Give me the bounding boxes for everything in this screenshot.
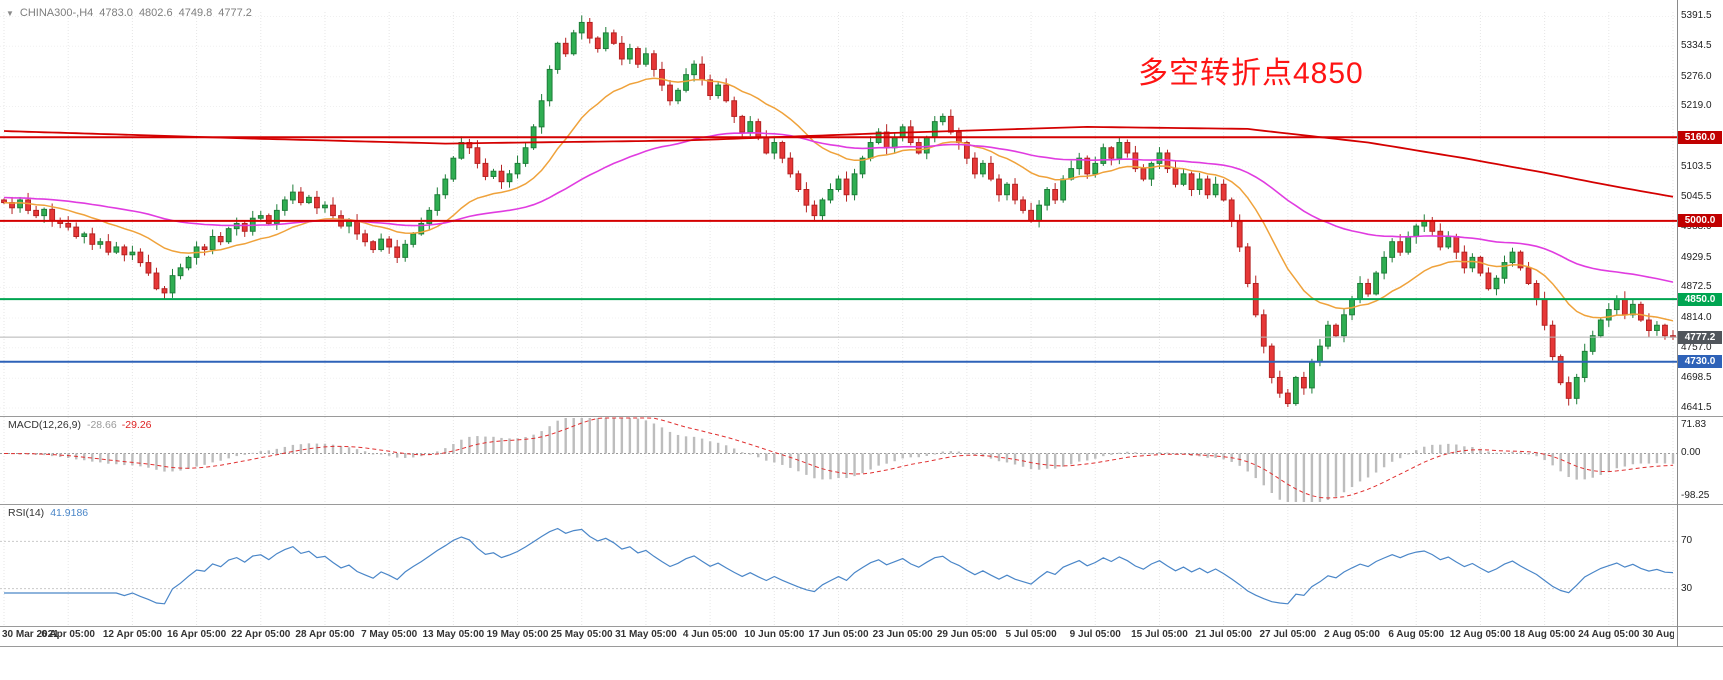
time-axis-label: 6 Aug 05:00 xyxy=(1388,629,1445,640)
time-axis-label: 30 Aug 05:00 xyxy=(1642,629,1674,640)
time-axis-label: 16 Apr 05:00 xyxy=(167,629,227,640)
time-axis-label: 28 Apr 05:00 xyxy=(295,629,355,640)
time-axis-label: 9 Jul 05:00 xyxy=(1069,629,1121,640)
time-axis-label: 6 Apr 05:00 xyxy=(41,629,95,640)
time-axis-label: 22 Apr 05:00 xyxy=(231,629,291,640)
rsi-axis-tick: 30 xyxy=(1681,582,1693,594)
collapse-icon[interactable]: ▼ xyxy=(6,8,14,18)
rsi-indicator-label: RSI(14) 41.9186 xyxy=(8,507,88,519)
time-axis-label: 31 May 05:00 xyxy=(615,629,677,640)
time-axis-label: 30 Mar 2021 xyxy=(2,629,59,640)
price-axis[interactable]: 5391.55334.55276.05219.05103.55045.54988… xyxy=(1677,0,1723,680)
price-axis-tick: 5276.0 xyxy=(1681,70,1712,82)
rsi-name: RSI(14) xyxy=(8,507,45,519)
bar-low: 4749.8 xyxy=(178,7,213,19)
annotation-text[interactable]: 多空转折点4850 xyxy=(1138,57,1364,90)
macd-layer xyxy=(0,417,1677,502)
ma-red xyxy=(3,125,1674,198)
price-line-badge-5000.0[interactable]: 5000.0 xyxy=(1678,214,1722,228)
time-axis-label: 2 Aug 05:00 xyxy=(1324,629,1380,640)
macd-axis-tick: -98.25 xyxy=(1681,490,1710,501)
price-line-badge-4777.2[interactable]: 4777.2 xyxy=(1678,330,1722,344)
bar-high: 4802.6 xyxy=(138,7,173,19)
price-axis-tick: 4641.5 xyxy=(1681,401,1712,413)
price-axis-tick: 5334.5 xyxy=(1681,40,1712,52)
bar-close: 4777.2 xyxy=(218,7,252,19)
rsi-axis-tick: 70 xyxy=(1681,535,1693,547)
time-axis-label: 27 Jul 05:00 xyxy=(1259,629,1317,640)
separators-layer xyxy=(0,0,1723,647)
grid-layer xyxy=(0,12,1677,626)
price-axis-tick: 4872.5 xyxy=(1681,281,1712,293)
price-line-badge-4850.0[interactable]: 4850.0 xyxy=(1678,292,1722,306)
price-axis-tick: 5045.5 xyxy=(1681,191,1712,203)
price-axis-tick: 4698.5 xyxy=(1681,372,1712,384)
macd-value-signal: -29.26 xyxy=(121,419,152,431)
time-axis-label: 7 May 05:00 xyxy=(361,629,418,640)
time-axis-label: 4 Jun 05:00 xyxy=(682,629,738,640)
price-axis-tick: 4929.5 xyxy=(1681,251,1712,263)
moving-averages-layer xyxy=(3,77,1674,322)
time-axis-label: 23 Jun 05:00 xyxy=(872,629,933,640)
ma-orange xyxy=(3,77,1674,322)
symbol-info-bar: ▼ CHINA300-,H4 4783.0 4802.6 4749.8 4777… xyxy=(6,7,252,19)
macd-indicator-label: MACD(12,26,9) -28.66 -29.26 xyxy=(8,419,152,431)
price-axis-tick: 5219.0 xyxy=(1681,100,1712,112)
horizontal-lines-layer[interactable] xyxy=(0,136,1677,363)
macd-name: MACD(12,26,9) xyxy=(8,419,81,431)
macd-axis-tick: 71.83 xyxy=(1681,419,1707,430)
time-axis-label: 12 Aug 05:00 xyxy=(1449,629,1512,640)
price-axis-tick: 5391.5 xyxy=(1681,10,1712,22)
time-axis-label: 19 May 05:00 xyxy=(486,629,549,640)
time-axis-label: 29 Jun 05:00 xyxy=(936,629,997,640)
price-axis-tick: 5103.5 xyxy=(1681,160,1712,172)
time-axis-label: 10 Jun 05:00 xyxy=(744,629,805,640)
price-axis-tick: 4814.0 xyxy=(1681,311,1712,323)
time-axis-label: 18 Aug 05:00 xyxy=(1513,629,1576,640)
rsi-layer xyxy=(0,527,1677,605)
time-axis-label: 25 May 05:00 xyxy=(550,629,613,640)
time-axis-label: 21 Jul 05:00 xyxy=(1195,629,1252,640)
price-axis-tick: 4757.0 xyxy=(1681,341,1712,353)
time-axis-label: 5 Jul 05:00 xyxy=(1005,629,1057,640)
time-axis-label: 24 Aug 05:00 xyxy=(1578,629,1640,640)
time-axis-label: 13 May 05:00 xyxy=(422,629,485,640)
rsi-line xyxy=(4,527,1674,605)
time-axis[interactable]: 30 Mar 2021 6 Apr 05:00 12 Apr 05:00 16 Apr… xyxy=(0,628,1674,645)
price-line-badge-4730.0[interactable]: 4730.0 xyxy=(1678,355,1722,369)
macd-signal-line xyxy=(3,417,1674,499)
time-axis-label: 12 Apr 05:00 xyxy=(102,629,162,640)
macd-axis-tick: 0.00 xyxy=(1681,447,1701,459)
price-line-badge-5160.0[interactable]: 5160.0 xyxy=(1678,130,1722,144)
time-axis-label: 15 Jul 05:00 xyxy=(1131,629,1188,640)
macd-value-main: -28.66 xyxy=(86,419,117,431)
bar-open: 4783.0 xyxy=(99,7,133,19)
symbol-name: CHINA300-,H4 xyxy=(19,7,94,19)
ma-magenta xyxy=(3,131,1674,283)
rsi-value: 41.9186 xyxy=(50,507,89,519)
time-axis-label: 17 Jun 05:00 xyxy=(808,629,869,640)
